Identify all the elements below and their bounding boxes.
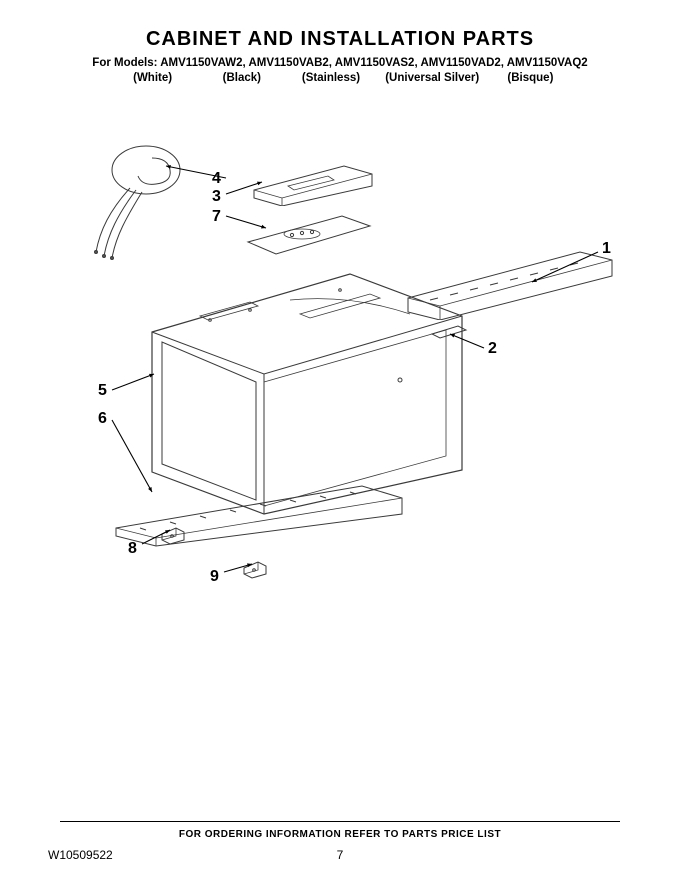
callout-8: 8 bbox=[128, 540, 137, 558]
callout-9: 9 bbox=[210, 568, 219, 586]
part-8-bracket-l bbox=[158, 516, 188, 546]
callout-5: 5 bbox=[98, 382, 107, 400]
page-title: CABINET AND INSTALLATION PARTS bbox=[0, 0, 680, 51]
part-7-plate bbox=[244, 210, 374, 260]
callout-7: 7 bbox=[212, 208, 221, 226]
footer-text: FOR ORDERING INFORMATION REFER TO PARTS … bbox=[0, 829, 680, 840]
callout-3: 3 bbox=[212, 188, 221, 206]
color-0: (White) bbox=[110, 72, 196, 84]
model-2: AMV1150VAS2 bbox=[335, 57, 415, 69]
colors-line: (White) (Black) (Stainless) (Universal S… bbox=[0, 72, 680, 84]
part-3-4-damper bbox=[248, 156, 378, 206]
callout-2: 2 bbox=[488, 340, 497, 358]
color-4: (Bisque) bbox=[490, 72, 570, 84]
color-3: (Universal Silver) bbox=[377, 72, 487, 84]
model-0: AMV1150VAW2 bbox=[160, 57, 242, 69]
page-number: 7 bbox=[0, 848, 680, 862]
callout-4: 4 bbox=[212, 170, 221, 188]
model-4: AMV1150VAQ2 bbox=[507, 57, 588, 69]
models-prefix: For Models: bbox=[92, 57, 157, 69]
part-4-power-cord bbox=[90, 140, 200, 260]
callout-6: 6 bbox=[98, 410, 107, 428]
footer-rule bbox=[60, 821, 620, 822]
color-2: (Stainless) bbox=[288, 72, 374, 84]
model-3: AMV1150VAD2 bbox=[420, 57, 500, 69]
diagram-area: 1 2 34 5 6 7 8 9 bbox=[0, 100, 680, 810]
callout-1: 1 bbox=[602, 240, 611, 258]
models-line: For Models: AMV1150VAW2, AMV1150VAB2, AM… bbox=[0, 57, 680, 69]
model-1: AMV1150VAB2 bbox=[248, 57, 328, 69]
part-6-bottom-rail bbox=[110, 480, 410, 550]
part-9-bracket-r bbox=[240, 550, 270, 580]
color-1: (Black) bbox=[199, 72, 285, 84]
